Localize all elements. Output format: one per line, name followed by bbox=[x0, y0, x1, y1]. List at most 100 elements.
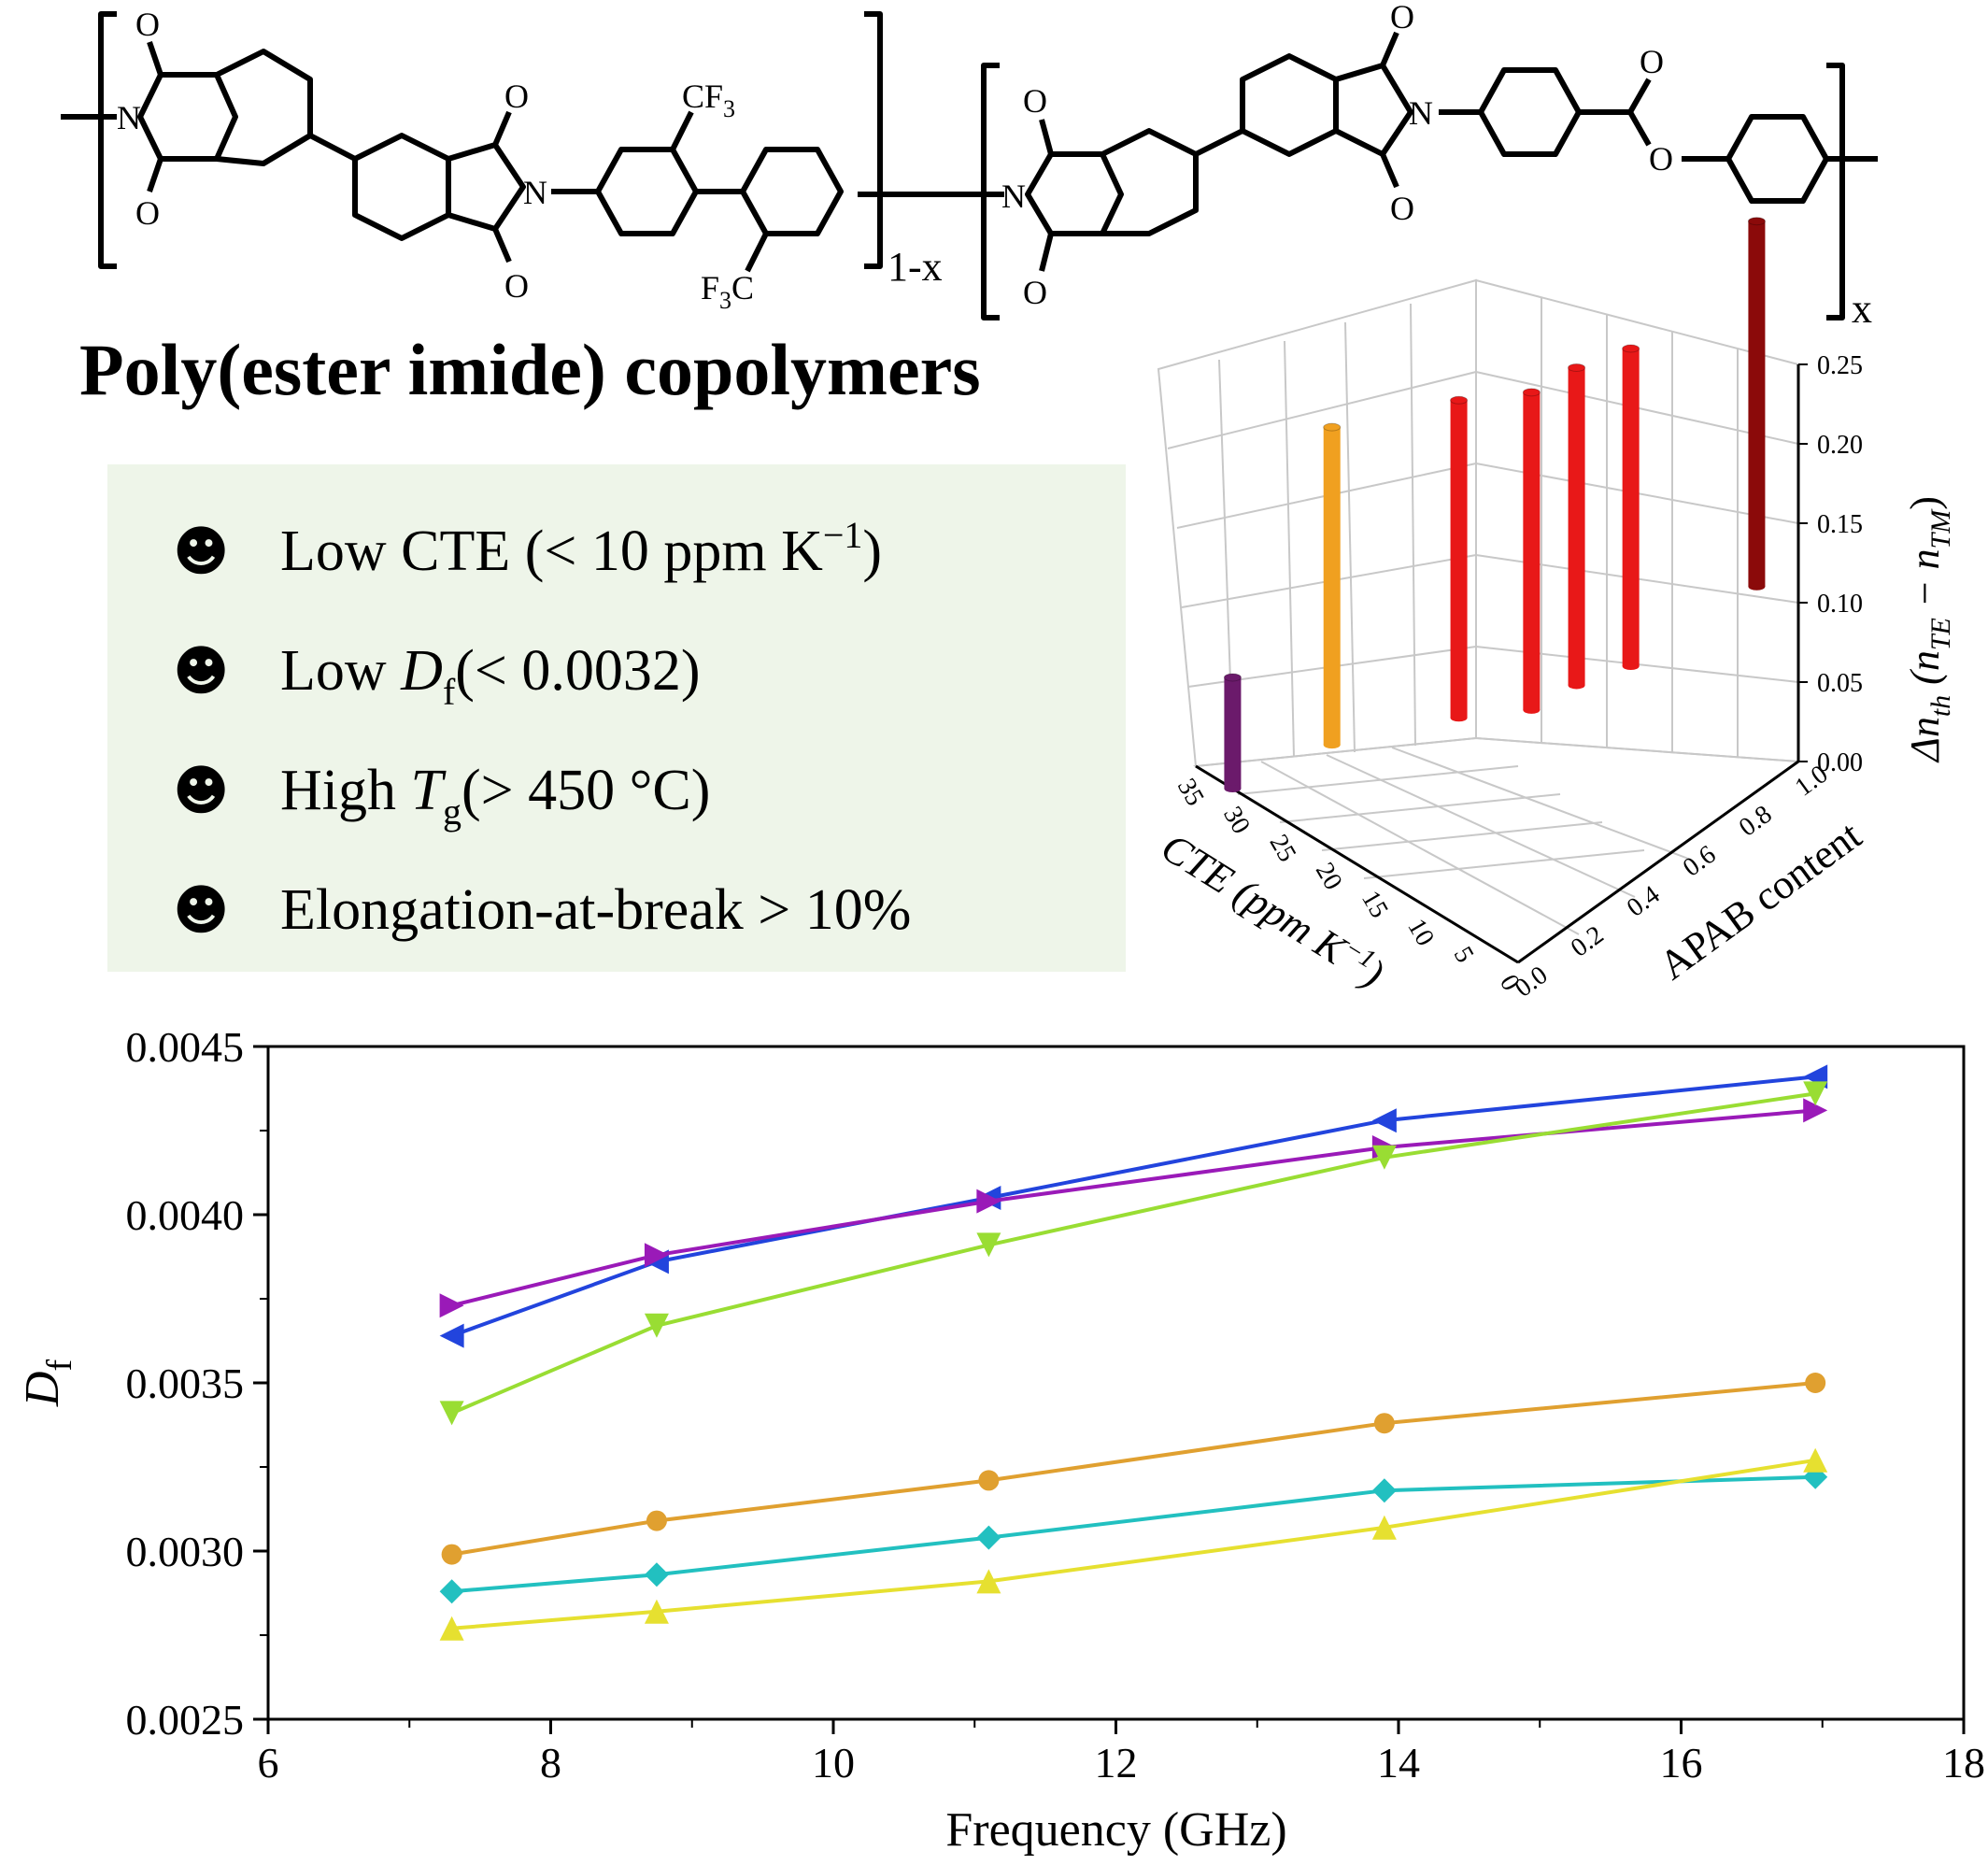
bar-3d-top bbox=[1323, 422, 1342, 432]
x-tick-label: 14 bbox=[1377, 1739, 1420, 1787]
feature-low-df: Low Df(< 0.0032) bbox=[280, 639, 701, 713]
x-axis-line bbox=[1195, 764, 1519, 964]
bar-3d-base bbox=[1568, 681, 1585, 690]
carbonyl-1b bbox=[147, 158, 163, 192]
line-chart-series bbox=[439, 1064, 1828, 1641]
biphenyl-bond-1 bbox=[308, 133, 357, 162]
data-point bbox=[1373, 1413, 1395, 1434]
y-axis-label-3d: APAB content bbox=[1651, 812, 1869, 989]
series-0 bbox=[439, 1064, 1828, 1348]
atom-o-4: O bbox=[504, 267, 529, 305]
z-tick-label: 0.15 bbox=[1817, 510, 1863, 539]
page-title: Poly(ester imide) copolymers bbox=[79, 329, 981, 410]
feature-high-tg: High Tg(> 450 °C) bbox=[280, 759, 710, 833]
y-axis-label: Df bbox=[16, 1360, 79, 1408]
carbonyl-2b bbox=[492, 227, 512, 263]
chart-line: 6 8 10 12 14 16 18 0.0025 0.0030 0.0035 0.0040 0.00… bbox=[16, 1023, 1985, 1857]
benzene-3 bbox=[595, 147, 699, 236]
data-point bbox=[1803, 1081, 1828, 1106]
bar-3d-top bbox=[1622, 344, 1640, 353]
benzene-6 bbox=[1240, 53, 1339, 157]
series-1 bbox=[439, 1098, 1828, 1318]
bar-3d-top bbox=[1522, 388, 1541, 397]
benzene-1 bbox=[215, 49, 313, 166]
data-point bbox=[1805, 1373, 1826, 1393]
x-tick-label-3d: 15 bbox=[1356, 886, 1394, 923]
benzene-4 bbox=[740, 147, 844, 236]
bar-3d-body bbox=[1568, 367, 1585, 686]
benzene-7 bbox=[1478, 67, 1582, 157]
line-chart-ticks: 6 8 10 12 14 16 18 0.0025 0.0030 0.0035 0.0040 0.00… bbox=[126, 1023, 1986, 1787]
atom-o-5: O bbox=[1023, 82, 1047, 120]
y-tick-label-3d: 0.0 bbox=[1510, 961, 1554, 1004]
data-point bbox=[646, 1510, 667, 1531]
bracket-left-1 bbox=[98, 11, 117, 269]
structure-atoms: O N O O N O CF3 F3C 1-x O N O O N O O O … bbox=[117, 0, 1872, 332]
imide-ring-3 bbox=[1025, 151, 1124, 236]
benzene-8 bbox=[1725, 114, 1829, 204]
back-wall-left bbox=[1157, 278, 1477, 768]
bar-3d-top bbox=[1450, 395, 1469, 405]
bar-3d-base bbox=[1450, 714, 1468, 722]
data-point bbox=[976, 1189, 1001, 1214]
cf3-bond-1 bbox=[670, 110, 694, 151]
y-tick-label: 0.0030 bbox=[126, 1528, 245, 1575]
data-point bbox=[1371, 1478, 1397, 1503]
atom-n-2: N bbox=[523, 174, 547, 211]
carbonyl-3a bbox=[1039, 119, 1054, 155]
data-point bbox=[1371, 1515, 1397, 1540]
bar-3d-top bbox=[1747, 217, 1766, 226]
atom-o-6: O bbox=[1023, 274, 1047, 311]
bracket-right-1 bbox=[864, 11, 883, 269]
feature-low-cte: Low CTE (< 10 ppm K−1) bbox=[280, 514, 882, 583]
subscript-x: x bbox=[1852, 286, 1872, 332]
atom-o-8: O bbox=[1390, 190, 1414, 227]
chemical-structure bbox=[61, 11, 1878, 320]
x-tick-label: 18 bbox=[1942, 1739, 1985, 1787]
y-tick-label-3d: 0.4 bbox=[1622, 880, 1666, 923]
data-point bbox=[644, 1313, 669, 1338]
bar-3d-2 bbox=[1450, 395, 1469, 722]
carbonyl-4a bbox=[1380, 31, 1399, 67]
atom-n-1: N bbox=[117, 99, 141, 136]
y-tick-label: 0.0040 bbox=[126, 1191, 245, 1239]
benzene-5 bbox=[1100, 128, 1199, 236]
data-point bbox=[439, 1293, 464, 1318]
data-point bbox=[976, 1525, 1001, 1550]
ester-carbonyl bbox=[1627, 78, 1652, 114]
carbonyl-1a bbox=[147, 41, 163, 76]
bar-3d-body bbox=[1622, 349, 1640, 667]
data-point bbox=[978, 1470, 1000, 1491]
bar-3d-base bbox=[1748, 582, 1766, 591]
atom-n-4: N bbox=[1409, 94, 1433, 132]
data-point bbox=[976, 1569, 1001, 1594]
z-tick-label: 0.00 bbox=[1817, 748, 1863, 777]
bar-3d-body bbox=[1323, 427, 1341, 746]
x-tick-label: 16 bbox=[1660, 1739, 1703, 1787]
atom-o-10: O bbox=[1649, 140, 1673, 178]
subscript-1-x: 1-x bbox=[888, 244, 943, 290]
carbonyl-4b bbox=[1380, 152, 1399, 189]
y-axis-line bbox=[1517, 760, 1799, 964]
data-point bbox=[644, 1599, 669, 1624]
bar-3d-base bbox=[1622, 662, 1640, 671]
bar-3d-body bbox=[1523, 392, 1541, 710]
x-tick-label-3d: 10 bbox=[1401, 914, 1440, 951]
x-tick-label: 10 bbox=[812, 1739, 855, 1787]
series-line bbox=[451, 1108, 1816, 1308]
imide-ring-2 bbox=[447, 142, 526, 232]
data-point bbox=[976, 1232, 1001, 1258]
bar-3d-body bbox=[1748, 221, 1766, 587]
feature-list: ☻ Low CTE (< 10 ppm K−1) ☻ Low Df(< 0.00… bbox=[173, 514, 911, 942]
feature-elongation: Elongation-at-break > 10% bbox=[280, 878, 911, 942]
data-point bbox=[644, 1243, 669, 1268]
benzene-2 bbox=[352, 133, 451, 241]
imide-ring-1 bbox=[137, 72, 238, 162]
atom-o-1: O bbox=[135, 6, 160, 43]
data-point bbox=[439, 1616, 464, 1641]
chart-3d-axes bbox=[1195, 364, 1800, 964]
bar-3d-top bbox=[1568, 363, 1586, 372]
x-tick-label-3d: 30 bbox=[1217, 802, 1256, 839]
bar-3d-3 bbox=[1522, 388, 1541, 714]
atom-o-7: O bbox=[1390, 0, 1414, 36]
